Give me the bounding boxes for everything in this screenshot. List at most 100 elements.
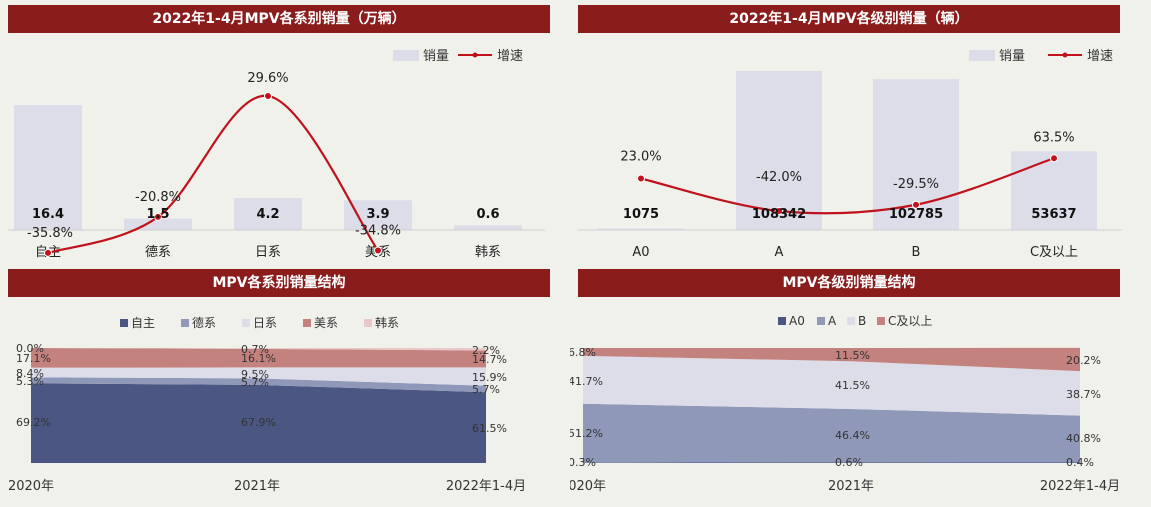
- data-label: 2.2%: [472, 344, 500, 357]
- legend-swatch: [877, 317, 885, 325]
- growth-point: [775, 207, 783, 215]
- data-label: 61.5%: [472, 422, 507, 435]
- legend-label: 日系: [253, 316, 277, 330]
- bar-韩系: [454, 225, 522, 230]
- data-label: 51.2%: [570, 427, 603, 440]
- area-band-韩系: [31, 348, 486, 351]
- chart-title: MPV各系别销量结构: [8, 269, 550, 297]
- legend-label: B: [858, 314, 866, 328]
- legend-bar-label: 销量: [999, 49, 1025, 64]
- x-tick-label: B: [912, 245, 921, 260]
- x-tick-label: C及以上: [1030, 245, 1078, 260]
- data-label: 17.1%: [16, 352, 51, 365]
- chart-level-sales: 2022年1-4月MPV各级别销量（辆） 销量 增速 A0 A B C及以上 23.0% -4…: [570, 0, 1151, 265]
- bar-value-label: 3.9: [366, 207, 389, 222]
- legend-swatch: [303, 319, 311, 327]
- growth-point: [44, 248, 52, 257]
- data-label: 8.4%: [16, 367, 44, 380]
- growth-line: [640, 157, 1055, 215]
- area-band-德系: [31, 377, 486, 393]
- growth-label: -20.8%: [135, 190, 181, 205]
- data-label: 69.2%: [16, 416, 51, 429]
- growth-point: [374, 246, 382, 255]
- data-label: 40.8%: [1066, 432, 1101, 445]
- growth-label: -29.5%: [893, 177, 939, 192]
- legend-swatch: [181, 319, 189, 327]
- x-tick-label: 2021年: [234, 479, 280, 494]
- growth-point: [264, 91, 272, 100]
- growth-point: [637, 174, 645, 183]
- area-band-A: [583, 403, 1080, 463]
- area-band-A0: [583, 462, 1080, 463]
- data-label: 20.2%: [1066, 354, 1101, 367]
- bar-德系: [124, 218, 192, 230]
- data-label: 6.8%: [570, 346, 596, 359]
- bar-value-label: 1075: [623, 207, 659, 222]
- growth-label: 23.0%: [620, 150, 661, 165]
- growth-label: 63.5%: [1033, 130, 1074, 145]
- legend-line-marker: [1062, 52, 1068, 58]
- chart-title: 2022年1-4月MPV各级别销量（辆）: [578, 5, 1120, 33]
- bar-A0: [598, 228, 684, 230]
- area-band-C及以上: [583, 347, 1080, 372]
- chart-brand-sales: 2022年1-4月MPV各系别销量（万辆） 销量增速自主德系日系美系韩系-35.…: [0, 0, 560, 265]
- growth-label: 29.6%: [247, 71, 288, 86]
- chart-level-structure: MPV各级别销量结构 A0 A B C及以上 2020年 2021年 2022年1-4月 0.…: [570, 268, 1151, 507]
- chart-svg: A0 A B C及以上 2020年 2021年 2022年1-4月 0.3% 0.6% 0.4% 5…: [570, 314, 1120, 494]
- data-label: 0.4%: [1066, 456, 1094, 469]
- legend-label: A: [828, 314, 837, 328]
- legend-bar-label: 销量: [423, 49, 449, 64]
- growth-point: [154, 212, 162, 221]
- data-label: 16.1%: [241, 352, 276, 365]
- data-label: 5.3%: [16, 375, 44, 388]
- legend-line-label: 增速: [1087, 49, 1113, 64]
- legend-swatch: [120, 319, 128, 327]
- growth-point: [912, 200, 920, 209]
- bar-value-label: 1.5: [146, 207, 169, 222]
- legend-bar-swatch: [393, 50, 419, 61]
- x-tick-label: 日系: [255, 245, 281, 260]
- legend-swatch: [847, 317, 855, 325]
- data-label: 9.5%: [241, 368, 269, 381]
- x-tick-label: 德系: [145, 245, 171, 260]
- data-label: 0.3%: [570, 456, 596, 469]
- chart-svg: 销量 增速 A0 A B C及以上 23.0% -42.0% -29.5% 63.5% 1075 10…: [578, 49, 1122, 260]
- legend-line-label: 增速: [497, 49, 523, 64]
- data-label: 14.7%: [472, 353, 507, 366]
- legend-label: 德系: [192, 315, 216, 330]
- legend-swatch: [364, 319, 372, 327]
- x-tick-label: 2021年: [828, 479, 874, 494]
- area-band-B: [583, 355, 1080, 416]
- data-label: 5.7%: [241, 376, 269, 389]
- legend-bar-swatch: [969, 50, 995, 61]
- bar-A: [736, 71, 822, 230]
- area-band-美系: [31, 348, 486, 368]
- data-label: 0.7%: [241, 343, 269, 356]
- legend-swatch: [778, 317, 786, 325]
- bar-C及以上: [1011, 151, 1097, 230]
- legend-label: A0: [789, 314, 805, 328]
- legend-swatch: [242, 319, 250, 327]
- bar-value-label: 0.6: [476, 207, 499, 222]
- legend-label: 韩系: [375, 315, 399, 330]
- data-label: 67.9%: [241, 416, 276, 429]
- x-tick-label: 2022年1-4月: [1040, 479, 1120, 494]
- growth-point: [1050, 154, 1058, 163]
- data-label: 38.7%: [1066, 388, 1101, 401]
- data-label: 5.7%: [472, 383, 500, 396]
- chart-svg: 销量增速自主德系日系美系韩系-35.8%-20.8%29.6%-34.8%16.…: [8, 49, 545, 260]
- x-tick-label: 2022年1-4月: [446, 479, 526, 494]
- legend-swatch: [817, 317, 825, 325]
- area-band-日系: [31, 367, 486, 386]
- chart-brand-structure: MPV各系别销量结构 自主 德系 日系 美系 韩系 2020年 2021年 2022年1-4月…: [0, 268, 560, 507]
- x-tick-label: 韩系: [475, 245, 501, 260]
- bar-美系: [344, 200, 412, 230]
- growth-line: [47, 94, 379, 254]
- bar-value-label: 102785: [889, 207, 943, 222]
- data-label: 11.5%: [835, 349, 870, 362]
- bar-value-label: 53637: [1031, 207, 1076, 222]
- growth-label: -42.0%: [756, 170, 802, 185]
- legend-line-marker: [472, 52, 478, 58]
- data-label: 46.4%: [835, 429, 870, 442]
- data-label: 15.9%: [472, 371, 507, 384]
